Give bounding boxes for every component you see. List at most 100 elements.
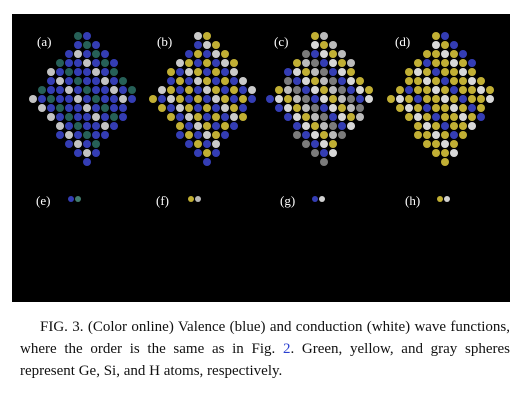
atom <box>320 122 328 130</box>
atom <box>311 68 319 76</box>
atom <box>110 113 118 121</box>
atom <box>429 231 436 237</box>
atom <box>230 252 237 258</box>
atom <box>77 203 84 209</box>
atom <box>205 224 212 230</box>
atom <box>41 273 48 279</box>
atom <box>459 59 467 67</box>
atom <box>336 259 343 265</box>
atom <box>449 210 456 216</box>
atom <box>195 196 201 202</box>
atom <box>468 68 476 76</box>
atom <box>224 273 231 279</box>
atom <box>65 77 73 85</box>
atom <box>320 273 327 279</box>
atom <box>110 59 118 67</box>
atom <box>423 59 431 67</box>
atom <box>190 238 197 244</box>
atom <box>194 86 202 94</box>
atom <box>446 203 453 209</box>
atom <box>275 266 282 272</box>
atom <box>158 266 165 272</box>
atom <box>427 280 434 286</box>
figure-link[interactable]: 2 <box>282 341 291 357</box>
atom <box>186 210 193 216</box>
atom <box>414 59 422 67</box>
atom <box>222 231 229 237</box>
atom <box>441 68 449 76</box>
atom <box>329 86 337 94</box>
atom <box>426 259 433 265</box>
atom <box>128 86 136 94</box>
atom <box>491 266 498 272</box>
atom <box>47 86 55 94</box>
atom <box>482 259 489 265</box>
atom <box>450 149 458 157</box>
atom <box>46 231 53 237</box>
atom <box>44 280 51 286</box>
atom <box>477 266 484 272</box>
atom <box>80 266 87 272</box>
atom <box>185 122 193 130</box>
atom <box>316 245 323 251</box>
atom <box>340 252 347 258</box>
atom <box>441 41 449 49</box>
atom <box>56 104 64 112</box>
atom <box>83 104 91 112</box>
atom <box>463 266 470 272</box>
atom <box>83 68 91 76</box>
atom <box>405 113 413 121</box>
atom <box>92 41 100 49</box>
atom <box>221 95 229 103</box>
atom <box>94 266 101 272</box>
atom <box>213 245 220 251</box>
atom <box>196 217 203 223</box>
atom <box>100 245 107 251</box>
atom <box>302 77 310 85</box>
atom <box>302 59 310 67</box>
atom <box>212 59 220 67</box>
atom <box>400 266 407 272</box>
atom <box>337 245 344 251</box>
atom <box>459 273 466 279</box>
atom <box>92 149 100 157</box>
atom <box>295 245 302 251</box>
atom <box>206 245 213 251</box>
atom <box>248 280 255 286</box>
caption-text: . Green, yellow, and gray spheres repres… <box>20 341 510 379</box>
atom <box>338 113 346 121</box>
atom <box>205 259 212 265</box>
atom <box>65 113 73 121</box>
atom <box>167 68 175 76</box>
atom <box>151 266 158 272</box>
atom <box>184 259 191 265</box>
atom <box>320 77 328 85</box>
atom <box>185 104 193 112</box>
atom <box>44 245 51 251</box>
atom <box>242 266 249 272</box>
atom <box>218 238 225 244</box>
atom <box>83 86 91 94</box>
atom <box>113 259 120 265</box>
atom <box>459 104 467 112</box>
atom <box>68 252 75 258</box>
atom <box>230 113 238 121</box>
atom <box>79 245 86 251</box>
atom <box>337 280 344 286</box>
atom <box>411 238 418 244</box>
atom <box>309 280 316 286</box>
atom <box>455 280 462 286</box>
atom <box>168 273 175 279</box>
atom <box>166 231 173 237</box>
atom <box>445 217 452 223</box>
atom <box>104 273 111 279</box>
atom <box>101 68 109 76</box>
atom <box>320 41 328 49</box>
atom <box>207 266 214 272</box>
atom <box>405 104 413 112</box>
atom <box>413 245 420 251</box>
atom <box>351 280 358 286</box>
atom <box>92 224 99 230</box>
atom <box>230 86 238 94</box>
atom <box>84 203 91 209</box>
